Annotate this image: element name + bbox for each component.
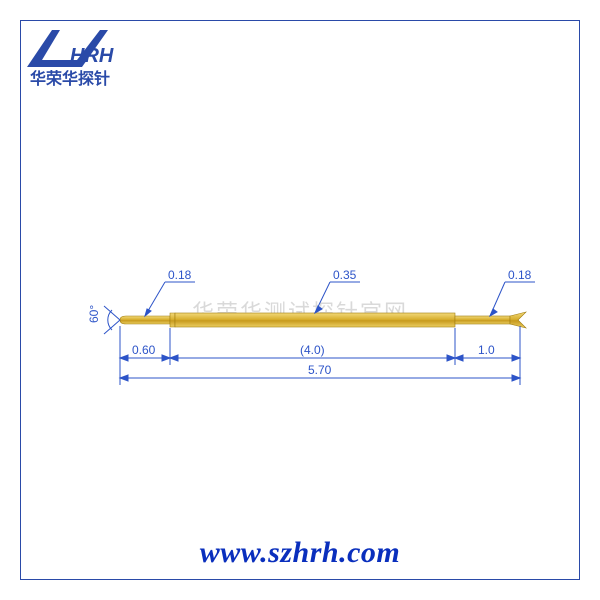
dim-body-len: (4.0) [300,343,325,357]
callout-tip-dia [145,282,195,316]
logo-initials: HRH [70,45,114,67]
part-shoulder [170,313,175,327]
dim-point-angle: 60° [87,305,101,323]
dim-tail-len: 1.0 [478,343,495,357]
part-body [175,313,455,327]
dimension-drawing: 0.18 0.35 0.18 60° [60,270,540,410]
callout-tail-dia [490,282,535,316]
footer-url: www.szhrh.com [0,536,600,570]
callout-point-angle [104,306,120,334]
dim-total-len: 5.70 [308,363,332,377]
callout-body-dia [315,282,360,313]
dim-tip-len: 0.60 [132,343,156,357]
dim-body-dia: 0.35 [333,270,357,282]
brand-logo: HRH 华荣华探针 [22,22,132,92]
part-fork [510,312,526,328]
part-tip [120,316,170,324]
part-tail [455,316,510,324]
dim-tail-dia: 0.18 [508,270,532,282]
dim-tip-dia: 0.18 [168,270,192,282]
logo-subtitle: 华荣华探针 [30,69,110,88]
